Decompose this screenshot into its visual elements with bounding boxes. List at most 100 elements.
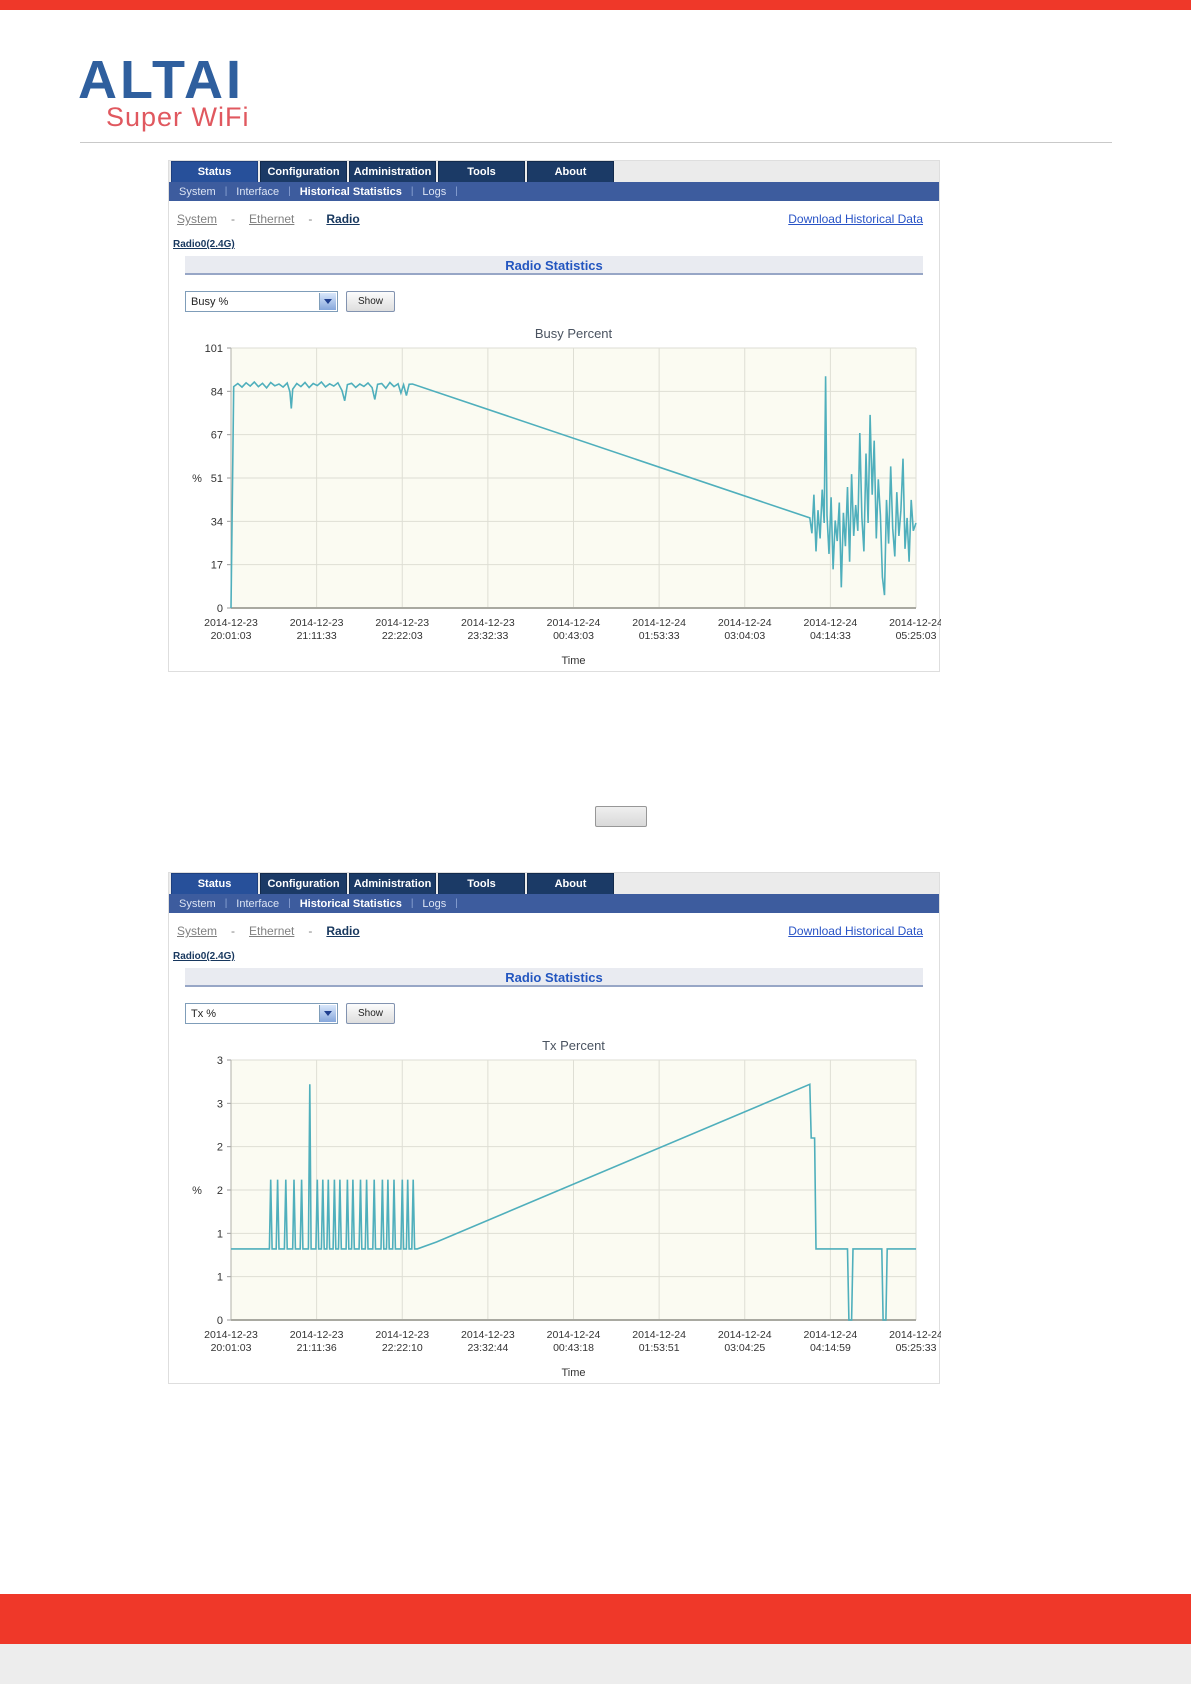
svg-text:2014-12-24: 2014-12-24	[889, 1329, 941, 1341]
svg-text:2: 2	[217, 1185, 223, 1197]
svg-text:01:53:51: 01:53:51	[639, 1342, 680, 1354]
breadcrumb: System - Ethernet - Radio	[177, 212, 360, 226]
subnav-interface[interactable]: Interface	[236, 185, 280, 198]
svg-text:2014-12-24: 2014-12-24	[718, 617, 772, 629]
chevron-down-icon[interactable]	[319, 1005, 336, 1022]
tab-configuration[interactable]: Configuration	[260, 873, 347, 894]
header-divider	[80, 142, 1112, 143]
tab-about[interactable]: About	[527, 873, 614, 894]
tab-administration[interactable]: Administration	[349, 161, 436, 182]
breadcrumb: System - Ethernet - Radio	[177, 924, 360, 938]
tab-configuration[interactable]: Configuration	[260, 161, 347, 182]
subnav-interface[interactable]: Interface	[236, 897, 280, 910]
svg-text:05:25:03: 05:25:03	[896, 630, 937, 642]
svg-text:2014-12-24: 2014-12-24	[547, 1329, 601, 1341]
metric-select[interactable]: Busy %	[185, 291, 338, 312]
ui-screenshot-busy: Status Configuration Administration Tool…	[168, 160, 941, 672]
radio0-link[interactable]: Radio0(2.4G)	[173, 951, 235, 962]
svg-text:2: 2	[217, 1142, 223, 1154]
metric-select-value: Tx %	[191, 1007, 217, 1020]
breadcrumb-ethernet[interactable]: Ethernet	[249, 924, 295, 938]
chart-controls: Tx % Show	[185, 1003, 395, 1024]
breadcrumb-separator: -	[308, 212, 313, 226]
breadcrumb-radio[interactable]: Radio	[326, 212, 360, 226]
tab-status[interactable]: Status	[171, 161, 258, 182]
breadcrumb-radio[interactable]: Radio	[326, 924, 360, 938]
svg-text:00:43:03: 00:43:03	[553, 630, 594, 642]
subnav-separator: |	[455, 898, 458, 909]
svg-text:21:11:33: 21:11:33	[297, 630, 337, 642]
svg-text:21:11:36: 21:11:36	[297, 1342, 337, 1354]
svg-text:2014-12-23: 2014-12-23	[375, 617, 429, 629]
svg-text:2014-12-23: 2014-12-23	[461, 1329, 515, 1341]
download-historical-data-link[interactable]: Download Historical Data	[788, 212, 923, 226]
tab-about[interactable]: About	[527, 161, 614, 182]
section-title: Radio Statistics	[185, 968, 923, 987]
svg-text:%: %	[192, 473, 202, 485]
svg-text:22:22:10: 22:22:10	[382, 1342, 423, 1354]
svg-text:3: 3	[217, 1098, 223, 1110]
metric-select[interactable]: Tx %	[185, 1003, 338, 1024]
chevron-down-icon[interactable]	[319, 293, 336, 310]
show-button[interactable]: Show	[346, 291, 395, 312]
svg-text:2014-12-23: 2014-12-23	[375, 1329, 429, 1341]
svg-text:00:43:18: 00:43:18	[553, 1342, 594, 1354]
subnav-logs[interactable]: Logs	[422, 185, 447, 198]
tab-administration[interactable]: Administration	[349, 873, 436, 894]
breadcrumb-system[interactable]: System	[177, 212, 218, 226]
svg-text:Tx Percent: Tx Percent	[542, 1038, 605, 1053]
svg-text:Time: Time	[561, 655, 585, 667]
subnav-separator: |	[455, 186, 458, 197]
chart-controls: Busy % Show	[185, 291, 395, 312]
subnav-separator: |	[224, 186, 228, 197]
tab-tools[interactable]: Tools	[438, 873, 525, 894]
breadcrumb-row: System - Ethernet - Radio Download Histo…	[177, 211, 923, 227]
svg-text:34: 34	[211, 516, 223, 528]
svg-text:%: %	[192, 1185, 202, 1197]
section-title: Radio Statistics	[185, 256, 923, 275]
subnav-separator: |	[410, 186, 414, 197]
svg-text:01:53:33: 01:53:33	[639, 630, 680, 642]
show-button[interactable]: Show	[346, 1003, 395, 1024]
breadcrumb-row: System - Ethernet - Radio Download Histo…	[177, 923, 923, 939]
main-nav: Status Configuration Administration Tool…	[169, 873, 939, 894]
subnav-historical-statistics[interactable]: Historical Statistics	[299, 897, 402, 910]
svg-text:23:32:44: 23:32:44	[467, 1342, 508, 1354]
svg-text:2014-12-24: 2014-12-24	[547, 617, 601, 629]
svg-text:2014-12-23: 2014-12-23	[204, 617, 258, 629]
svg-text:2014-12-24: 2014-12-24	[632, 1329, 686, 1341]
svg-text:03:04:03: 03:04:03	[724, 630, 765, 642]
radio0-link[interactable]: Radio0(2.4G)	[173, 239, 235, 250]
placeholder-button[interactable]	[595, 806, 647, 827]
svg-text:2014-12-23: 2014-12-23	[204, 1329, 258, 1341]
svg-text:3: 3	[217, 1055, 223, 1067]
svg-text:2014-12-23: 2014-12-23	[290, 617, 344, 629]
top-red-bar	[0, 0, 1191, 10]
svg-text:2014-12-24: 2014-12-24	[804, 1329, 858, 1341]
sub-nav: System | Interface | Historical Statisti…	[169, 182, 939, 201]
breadcrumb-ethernet[interactable]: Ethernet	[249, 212, 295, 226]
svg-text:2014-12-24: 2014-12-24	[889, 617, 941, 629]
svg-text:05:25:33: 05:25:33	[896, 1342, 937, 1354]
tab-status[interactable]: Status	[171, 873, 258, 894]
subnav-separator: |	[410, 898, 414, 909]
svg-text:2014-12-24: 2014-12-24	[718, 1329, 772, 1341]
breadcrumb-separator: -	[231, 924, 236, 938]
svg-text:04:14:59: 04:14:59	[810, 1342, 851, 1354]
subnav-system[interactable]: System	[179, 185, 216, 198]
download-historical-data-link[interactable]: Download Historical Data	[788, 924, 923, 938]
breadcrumb-system[interactable]: System	[177, 924, 218, 938]
svg-text:22:22:03: 22:22:03	[382, 630, 423, 642]
svg-text:1: 1	[217, 1228, 223, 1240]
subnav-logs[interactable]: Logs	[422, 897, 447, 910]
subnav-system[interactable]: System	[179, 897, 216, 910]
subnav-historical-statistics[interactable]: Historical Statistics	[299, 185, 402, 198]
svg-text:67: 67	[211, 430, 223, 442]
svg-text:2014-12-23: 2014-12-23	[290, 1329, 344, 1341]
tab-tools[interactable]: Tools	[438, 161, 525, 182]
breadcrumb-separator: -	[231, 212, 236, 226]
svg-text:04:14:33: 04:14:33	[810, 630, 851, 642]
